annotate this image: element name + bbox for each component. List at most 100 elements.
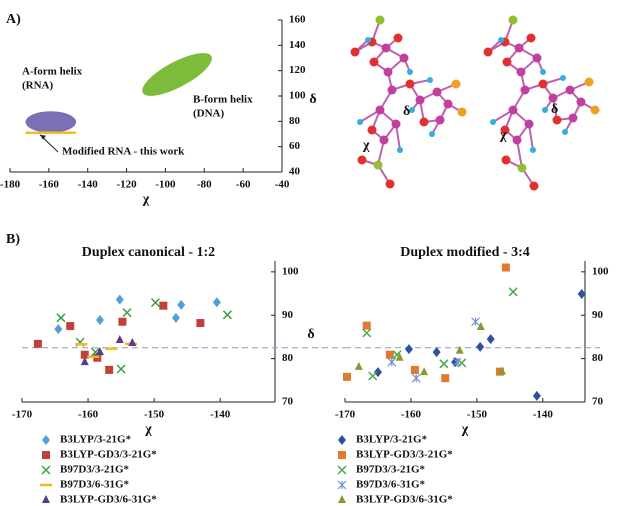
atom <box>451 79 461 89</box>
atom <box>357 155 367 165</box>
atom <box>407 69 413 75</box>
atom <box>576 97 586 107</box>
atom <box>419 117 429 127</box>
point <box>441 374 450 383</box>
point <box>404 344 413 355</box>
atom <box>432 87 442 97</box>
y-axis-label: δ <box>309 92 316 107</box>
atom <box>590 105 600 115</box>
point <box>33 339 42 348</box>
point <box>497 366 506 375</box>
legend-label: B3LYP-GD3/3-21G* <box>356 449 453 461</box>
x-tick-label: -140 <box>78 179 99 191</box>
atom <box>375 15 385 25</box>
y-tick-label: 100 <box>592 265 609 277</box>
point <box>222 310 232 320</box>
point <box>56 313 66 323</box>
atom <box>435 115 445 125</box>
point <box>368 371 378 381</box>
point <box>115 294 124 305</box>
x-tick-label: -150 <box>144 409 165 421</box>
annotation: Modified RNA - this work <box>62 146 185 158</box>
point <box>387 357 397 367</box>
legend-label: B3LYP/3-21G* <box>356 434 428 446</box>
bond <box>516 139 523 169</box>
x-tick-label: -40 <box>275 179 290 191</box>
atom <box>542 107 548 113</box>
point <box>508 287 518 297</box>
x-tick-label: -170 <box>12 409 33 421</box>
point <box>128 337 137 346</box>
atom <box>375 105 385 115</box>
atom <box>427 77 433 83</box>
atom <box>443 99 453 109</box>
x-tick-label: -80 <box>197 179 212 191</box>
legend-label: B3LYP-GD3/6-31G* <box>356 494 453 506</box>
molecule-label: δ <box>403 104 410 119</box>
point <box>476 341 485 352</box>
point <box>455 345 464 354</box>
x-axis-label: χ <box>461 422 469 437</box>
atom <box>538 79 548 89</box>
x-tick-label: -60 <box>236 179 251 191</box>
legend-label: B3LYP/3-21G* <box>60 434 132 446</box>
y-tick-label: 90 <box>592 309 604 321</box>
y-tick-label: 80 <box>592 352 604 364</box>
atom <box>508 105 518 115</box>
arrow-head <box>40 134 46 140</box>
atom <box>514 43 524 53</box>
legend-marker <box>337 465 347 475</box>
molecules <box>350 15 600 191</box>
atom <box>502 57 512 67</box>
legend-label: B3LYP-GD3/6-31G* <box>60 494 157 506</box>
atom <box>429 131 435 137</box>
y-tick-label: 100 <box>289 90 306 102</box>
atom <box>405 79 415 89</box>
atom <box>381 43 391 53</box>
atom <box>397 147 403 153</box>
atom <box>568 113 578 123</box>
atom <box>500 125 510 135</box>
legend-marker <box>42 495 50 503</box>
atom <box>552 115 562 125</box>
point <box>362 328 372 338</box>
legend-label: B97D3/3-21G* <box>356 464 426 476</box>
atom <box>501 155 511 165</box>
atom <box>415 95 425 105</box>
point <box>159 301 168 310</box>
point <box>116 364 126 374</box>
region-label: B-form helix <box>193 94 253 106</box>
point <box>66 322 75 331</box>
point <box>150 298 160 308</box>
x-tick-label: -140 <box>533 409 554 421</box>
panel-label: B) <box>6 232 20 247</box>
point <box>95 315 104 326</box>
atom <box>365 37 371 43</box>
y-tick-label: 80 <box>289 115 301 127</box>
atom <box>391 119 401 129</box>
panel-label: A) <box>6 12 21 27</box>
point <box>342 372 351 381</box>
legend-marker <box>42 451 50 459</box>
atom <box>387 85 397 95</box>
x-tick-label: -120 <box>116 179 137 191</box>
atom <box>457 107 467 117</box>
point <box>410 365 419 374</box>
point <box>171 312 180 323</box>
atom <box>562 129 568 135</box>
x-tick-label: -170 <box>335 409 356 421</box>
atom <box>560 75 566 81</box>
legend-marker <box>41 465 51 475</box>
y-tick-label: 40 <box>289 166 301 178</box>
atom <box>393 33 403 43</box>
point <box>54 324 63 335</box>
atom <box>490 119 496 125</box>
region <box>142 53 212 96</box>
y-tick-label: 160 <box>289 14 306 26</box>
point <box>577 288 586 299</box>
atom <box>409 107 415 113</box>
y-tick-label: 100 <box>282 265 299 277</box>
atom <box>399 53 409 63</box>
atom <box>383 67 393 77</box>
